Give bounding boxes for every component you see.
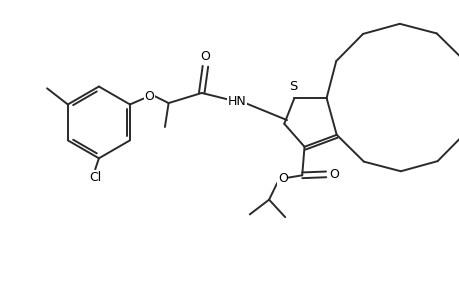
Text: S: S: [289, 80, 297, 93]
Text: HN: HN: [227, 95, 246, 108]
Text: O: O: [200, 50, 210, 63]
Text: Cl: Cl: [89, 171, 101, 184]
Text: O: O: [328, 168, 338, 181]
Text: O: O: [277, 172, 287, 185]
Text: O: O: [144, 90, 154, 103]
